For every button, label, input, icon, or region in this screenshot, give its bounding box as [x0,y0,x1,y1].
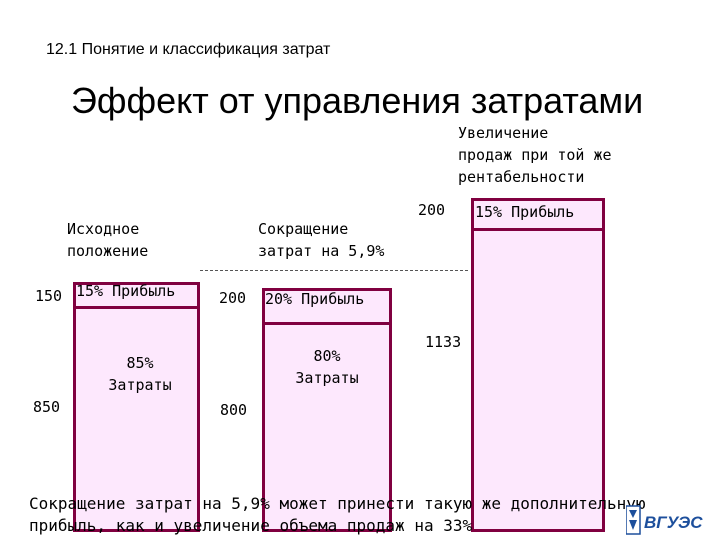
cost-cut-label-line2: затрат на 5,9% [258,242,385,260]
sales-label-line3: рентабельности [458,168,585,186]
sales-label-line1: Увеличение [458,124,549,142]
conclusion-line1: Сокращение затрат на 5,9% может принести… [29,494,646,513]
cost-cut-divider [262,322,392,325]
logo-text: ВГУЭС [644,513,703,532]
initial-cost-pct: 85% [126,354,154,372]
cost-cut-cost-label: 80% Затраты [272,345,382,389]
sales-cost-value: 1133 [425,333,462,351]
initial-cost-label: 85% Затраты [85,352,195,396]
cost-cut-label-line1: Сокращение [258,220,349,238]
initial-label-line2: положение [67,242,149,260]
sales-increase-label: Увеличение продаж при той же рентабельно… [458,122,612,188]
cost-cut-cost-value: 800 [220,401,248,419]
initial-label-line1: Исходное [67,220,140,238]
initial-label: Исходное положение [67,218,148,262]
initial-cost-value: 850 [33,398,61,416]
initial-cost-text: Затраты [108,376,172,394]
sales-profit-label: 15% Прибыль [475,203,575,221]
cost-cut-profit-label: 20% Прибыль [265,290,365,308]
reference-dashed-line [200,270,468,271]
sales-label-line2: продаж при той же [458,146,612,164]
university-logo: ВГУЭС [625,504,712,536]
conclusion-text: Сокращение затрат на 5,9% может принести… [29,493,669,537]
sales-increase-divider [471,228,605,231]
initial-bar [73,282,200,532]
cost-cut-cost-text: Затраты [295,369,359,387]
initial-divider [73,306,200,309]
initial-profit-value: 150 [35,287,63,305]
cost-cut-profit-value: 200 [219,289,247,307]
cost-cut-cost-pct: 80% [313,347,341,365]
cost-cut-bar [262,288,392,532]
section-header: 12.1 Понятие и классификация затрат [46,41,331,58]
slide-title: Эффект от управления затратами [71,80,644,121]
sales-profit-value: 200 [418,201,446,219]
cost-cut-label: Сокращение затрат на 5,9% [258,218,384,262]
initial-profit-label: 15% Прибыль [76,282,176,300]
conclusion-line2: прибыль, как и увеличение объема продаж … [29,516,473,535]
sales-increase-bar [471,198,605,532]
logo-emblem-icon: ВГУЭС [625,505,703,535]
